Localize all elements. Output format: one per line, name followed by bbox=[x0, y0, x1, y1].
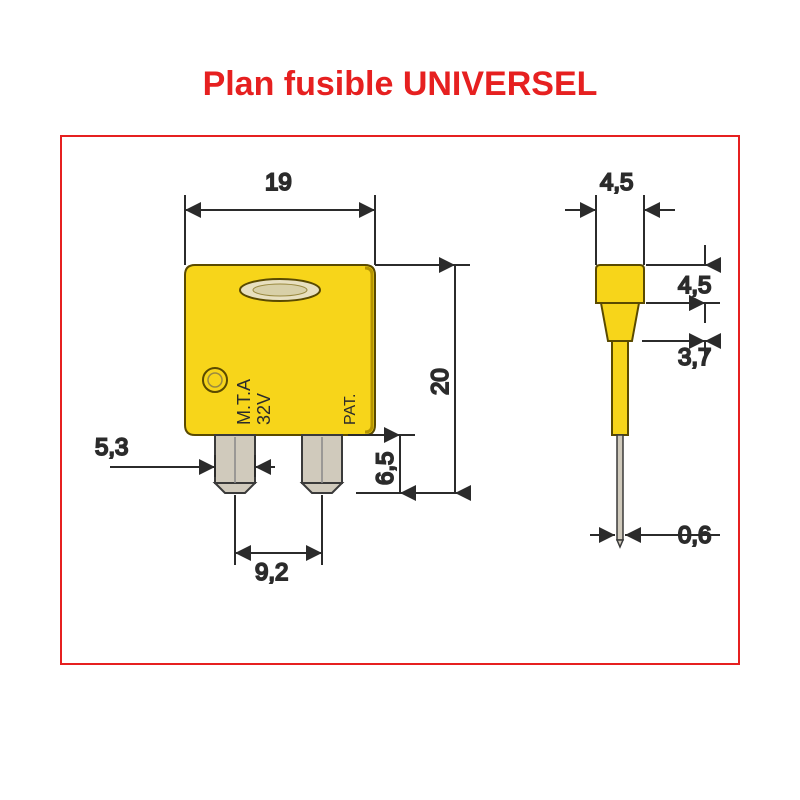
side-view bbox=[596, 265, 644, 547]
dim-20: 20 bbox=[427, 368, 454, 395]
dimensions-side: 4,5 4,5 3,7 0,6 bbox=[565, 169, 720, 549]
diagram-title: Plan fusible UNIVERSEL bbox=[0, 65, 800, 104]
dim-19: 19 bbox=[265, 169, 292, 196]
dim-5-3: 5,3 bbox=[95, 434, 128, 461]
front-terminal-right bbox=[302, 435, 342, 493]
dim-0-6: 0,6 bbox=[678, 522, 711, 549]
dim-3-7: 3,7 bbox=[678, 344, 711, 371]
front-view: M.T.A 32V PAT. bbox=[185, 265, 375, 493]
fuse-text-32v: 32V bbox=[254, 393, 274, 425]
technical-drawing: M.T.A 32V PAT. 19 bbox=[60, 135, 740, 665]
fuse-text-pat: PAT. bbox=[342, 394, 359, 425]
dim-top-4-5: 4,5 bbox=[600, 169, 633, 196]
front-terminal-left bbox=[215, 435, 255, 493]
dim-9-2: 9,2 bbox=[255, 559, 288, 586]
fuse-text-mta: M.T.A bbox=[234, 379, 254, 425]
dim-6-5: 6,5 bbox=[372, 452, 399, 485]
dim-side-4-5: 4,5 bbox=[678, 272, 711, 299]
